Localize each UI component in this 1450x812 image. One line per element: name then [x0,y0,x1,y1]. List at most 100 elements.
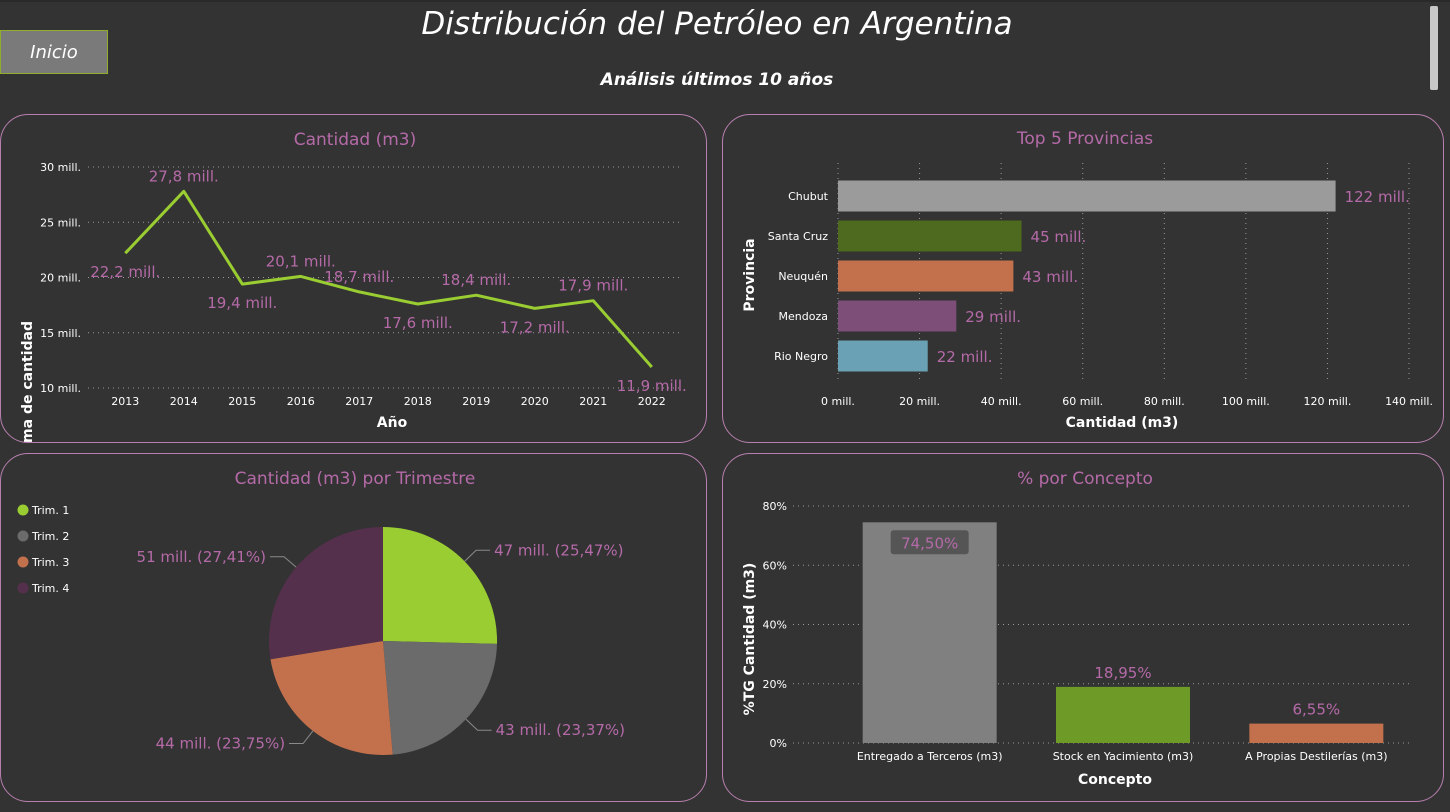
pie-slice[interactable] [269,527,383,660]
provinces-bar[interactable] [838,340,928,372]
concept-chart-title: % por Concepto [1017,469,1153,489]
provinces-category-label: Santa Cruz [768,230,828,243]
concept-y-tick-label: 20% [763,678,787,691]
pie-leader-line [464,549,491,562]
provinces-x-tick-label: 100 mill. [1222,395,1270,408]
line-y-tick-label: 25 mill. [40,216,81,229]
pie-legend-label: Trim. 1 [31,504,69,517]
line-data-label: 27,8 mill. [149,167,219,185]
provinces-bar[interactable] [838,220,1022,252]
line-data-label: 17,6 mill. [383,314,453,332]
pie-legend-swatch [17,530,29,542]
page-subtitle: Análisis últimos 10 años [600,70,834,90]
pie-leader-line [465,718,492,731]
concept-category-label: Stock en Yacimiento (m3) [1053,750,1194,763]
line-y-tick-label: 30 mill. [40,161,81,174]
line-x-tick-label: 2021 [579,395,607,408]
provinces-x-tick-label: 80 mill. [1144,395,1185,408]
provinces-chart-panel: Top 5 Provincias 0 mill. 20 mill. 40 mill.… [722,114,1444,443]
pie-legend-label: Trim. 3 [31,556,69,569]
line-data-label: 18,4 mill. [441,271,511,289]
provinces-x-tick-label: 60 mill. [1062,395,1103,408]
provinces-category-label: Neuquén [778,270,828,283]
pie-data-label: 51 mill. (27,41%) [137,548,266,566]
concept-bar[interactable] [1249,723,1384,743]
concept-y-tick-label: 80% [763,500,787,513]
line-data-label: 19,4 mill. [207,294,277,312]
provinces-bar[interactable] [838,260,1014,292]
line-data-label: 17,9 mill. [558,277,628,295]
pie-slice[interactable] [270,641,393,756]
provinces-bar-chart: Top 5 Provincias 0 mill. 20 mill. 40 mill.… [742,129,1433,431]
provinces-bar[interactable] [838,300,957,332]
line-data-label: 22,2 mill. [90,263,160,281]
pie-chart-title: Cantidad (m3) por Trimestre [235,469,476,489]
pie-legend-swatch [17,504,29,516]
line-y-tick-label: 20 mill. [40,272,81,285]
line-x-tick-label: 2019 [462,395,490,408]
concept-bar[interactable] [862,522,997,743]
line-x-tick-label: 2013 [111,395,139,408]
concept-chart-panel: % por Concepto 0% 20% 40% 60% 80% Entregado … [722,453,1444,802]
page-title: Distribución del Petróleo en Argentina [421,6,1013,42]
concept-data-label: 74,50% [901,534,958,552]
scrollbar-thumb[interactable] [1430,6,1438,90]
provinces-data-label: 29 mill. [965,308,1021,326]
pie-data-label: 43 mill. (23,37%) [496,721,625,739]
line-chart-title: Cantidad (m3) [294,130,417,150]
line-data-label: 17,2 mill. [500,318,570,336]
concept-category-label: A Propias Destilerías (m3) [1245,750,1387,763]
pie-leader-line [270,556,297,568]
line-x-tick-label: 2015 [228,395,256,408]
line-x-tick-label: 2022 [638,395,666,408]
line-x-tick-label: 2014 [170,395,198,408]
concept-bar-chart: % por Concepto 0% 20% 40% 60% 80% Entregado … [742,469,1413,788]
line-data-label: 11,9 mill. [617,377,687,395]
line-series[interactable] [124,189,653,368]
concept-y-tick-label: 0% [770,737,787,750]
pie-legend-label: Trim. 2 [31,530,69,543]
pie-legend-swatch [17,582,29,594]
concept-x-axis-label: Concepto [1078,772,1152,788]
line-x-tick-label: 2017 [345,395,373,408]
pie-leader-line [289,730,314,744]
concept-y-axis-label: %TG Cantidad (m3) [742,563,758,716]
quarter-pie-chart: Cantidad (m3) por Trimestre Trim. 1 Trim.… [17,469,625,756]
provinces-x-tick-label: 0 mill. [821,395,855,408]
pie-slice[interactable] [383,527,498,644]
concept-data-label: 18,95% [1094,664,1151,682]
provinces-y-axis-label: Provincia [742,238,758,311]
line-y-tick-label: 15 mill. [40,327,81,340]
pie-data-label: 44 mill. (23,75%) [156,735,285,753]
concept-y-tick-label: 60% [763,559,787,572]
provinces-x-tick-label: 40 mill. [981,395,1022,408]
concept-y-tick-label: 40% [763,619,787,632]
provinces-x-tick-label: 120 mill. [1303,395,1351,408]
provinces-x-axis-label: Cantidad (m3) [1066,415,1179,431]
quarter-pie-panel: Cantidad (m3) por Trimestre Trim. 1 Trim.… [0,453,707,802]
line-x-axis-label: Año [377,415,408,431]
top-strip [0,0,1450,2]
provinces-category-label: Rio Negro [774,350,828,363]
line-chart-panel: Cantidad (m3) 10 mill. 15 mill. 20 mill. 25… [0,114,707,444]
pie-legend-swatch [17,556,29,568]
pie-slice[interactable] [383,641,497,755]
concept-category-label: Entregado a Terceros (m3) [857,750,1003,763]
line-x-tick-label: 2020 [521,395,549,408]
line-x-tick-label: 2018 [404,395,432,408]
line-data-label: 18,7 mill. [324,268,394,286]
provinces-data-label: 122 mill. [1345,188,1410,206]
line-data-label: 20,1 mill. [266,252,336,270]
provinces-x-tick-label: 140 mill. [1385,395,1433,408]
home-button[interactable]: Inicio [0,30,108,74]
pie-legend-label: Trim. 4 [31,582,69,595]
provinces-bar[interactable] [838,180,1336,212]
pie-data-label: 47 mill. (25,47%) [494,541,623,559]
provinces-category-label: Mendoza [779,310,828,323]
line-x-tick-label: 2016 [287,395,315,408]
concept-bar[interactable] [1056,686,1190,743]
provinces-data-label: 22 mill. [937,348,993,366]
provinces-data-label: 45 mill. [1031,228,1087,246]
concept-data-label: 6,55% [1293,701,1341,719]
concept-label-background [890,530,969,555]
